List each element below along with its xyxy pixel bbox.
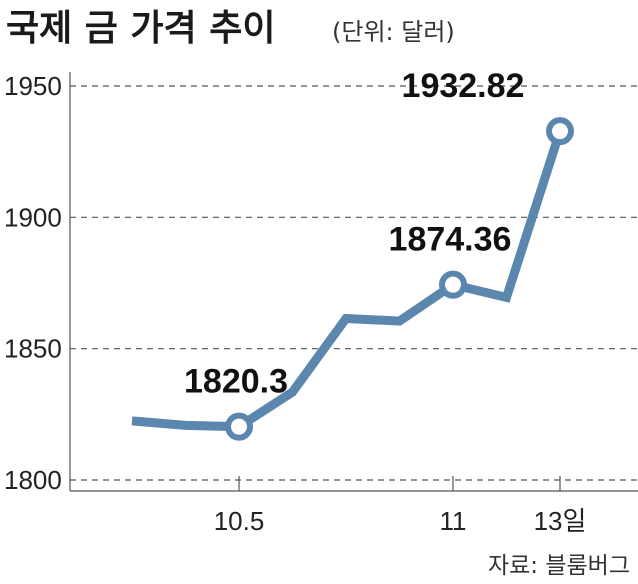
y-tick-label: 1900 [4,202,62,232]
data-label-layer: 1820.3 1874.36 1932.82 [184,67,524,401]
data-label: 1932.82 [402,67,525,105]
data-point-marker [439,270,467,299]
y-tick-label: 1950 [4,71,62,101]
y-tick-label: 1800 [4,465,62,495]
data-point-marker [546,117,574,146]
grid-layer [69,72,638,492]
x-tick-label: 10.5 [214,506,265,536]
unit-label: (단위: 달러) [332,18,455,46]
x-axis: 10.5 11 13일 [214,476,587,536]
x-tick-label: 13일 [534,506,587,536]
y-axis: 1950 1900 1850 1800 [4,71,62,495]
x-tick-label: 11 [440,506,467,536]
data-label: 1820.3 [184,363,288,401]
y-tick-label: 1850 [4,334,62,364]
series-line [131,129,565,432]
chart-title: 국제 금 가격 추이 [6,8,275,49]
series-layer [131,117,574,441]
data-label: 1874.36 [389,221,512,259]
source-label: 자료: 블룸버그 [488,553,630,579]
data-point-marker [225,412,253,441]
